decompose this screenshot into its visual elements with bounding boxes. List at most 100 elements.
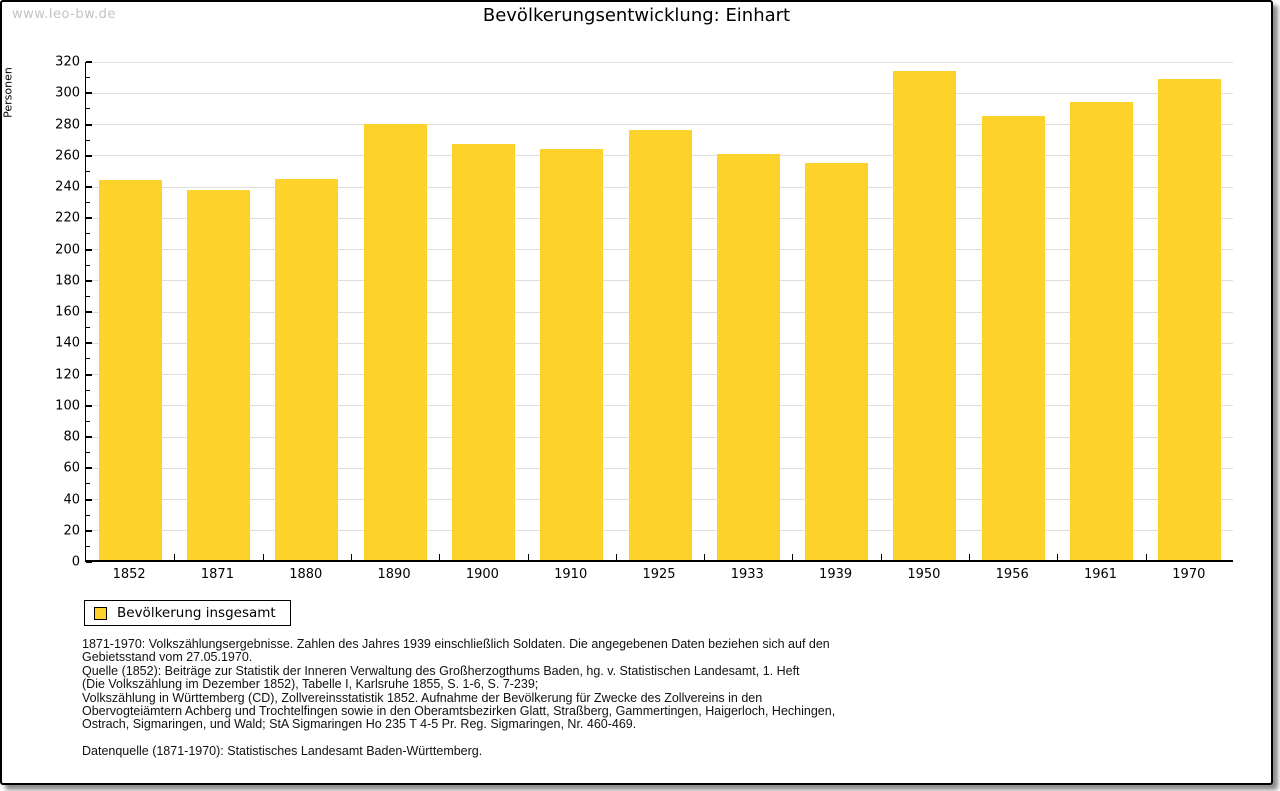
x-tick-label-1852: 1852	[112, 567, 146, 582]
x-axis-tick	[527, 554, 529, 560]
bar-1880	[275, 178, 339, 560]
bar-1925	[628, 130, 692, 560]
footer-note-line: Volkszählung in Württemberg (CD), Zollve…	[82, 690, 763, 705]
y-axis-tick	[86, 467, 92, 470]
y-axis-tick	[86, 279, 92, 282]
y-tick-label: 320	[55, 54, 80, 70]
plot-area: 0 20 40 60 80 100 120 140 160 180 200 220 240 260 280 3…	[55, 55, 1233, 570]
y-tick-label: 0	[71, 554, 80, 570]
y-tick-label: 120	[55, 367, 80, 382]
x-tick-label-1890: 1890	[377, 567, 411, 582]
y-axis-tick	[86, 217, 92, 220]
y-axis-minor-tick	[86, 170, 90, 172]
y-tick-label: 280	[55, 117, 80, 132]
y-axis-minor-tick	[86, 514, 90, 516]
site-watermark: www.leo-bw.de	[12, 7, 116, 22]
y-tick-label: 20	[63, 523, 80, 539]
y-tick-label: 180	[55, 273, 80, 289]
bar-1871	[186, 189, 250, 560]
y-tick-label: 200	[55, 242, 80, 257]
y-axis-tick	[86, 186, 92, 188]
y-axis-title: Personen	[1, 67, 15, 118]
x-axis-tick	[615, 554, 617, 560]
legend-label: Bevölkerung insgesamt	[117, 605, 276, 621]
gridline	[86, 92, 1233, 94]
legend-swatch	[94, 606, 107, 620]
y-axis-tick	[86, 342, 92, 345]
footer-note-line: Gebietsstand vom 27.05.1970.	[82, 650, 253, 665]
y-axis-minor-tick	[86, 77, 90, 79]
y-axis-minor-tick	[86, 420, 90, 422]
x-tick-label-1925: 1925	[642, 567, 676, 582]
y-tick-label: 220	[55, 210, 80, 226]
x-axis-tick	[1057, 554, 1059, 560]
gridline	[86, 61, 1233, 63]
x-axis-tick	[969, 554, 971, 560]
bar-1950	[893, 70, 957, 560]
y-axis-minor-tick	[86, 358, 90, 360]
y-axis-minor-tick	[86, 295, 90, 297]
x-tick-label-1880: 1880	[289, 567, 323, 582]
footer-note-line: Ostrach, Sigmaringen, und Wald; StA Sigm…	[82, 717, 637, 732]
x-tick-label-1956: 1956	[995, 567, 1029, 582]
bar-1933	[716, 153, 780, 560]
bar-1961	[1070, 102, 1134, 560]
y-axis-tick	[86, 436, 92, 438]
y-axis-minor-tick	[86, 264, 90, 266]
y-tick-label: 300	[55, 85, 80, 101]
y-axis-minor-tick	[86, 202, 90, 204]
y-axis-minor-tick	[86, 545, 90, 547]
y-axis-minor-tick	[86, 389, 90, 391]
bar-1956	[981, 116, 1045, 560]
y-axis-tick	[86, 498, 92, 501]
y-axis-tick	[86, 529, 92, 532]
y-tick-label: 80	[63, 429, 80, 445]
y-tick-label: 40	[63, 492, 80, 507]
bar-1939	[805, 163, 869, 560]
x-axis-tick	[350, 554, 352, 560]
x-axis-tick	[174, 554, 176, 560]
x-tick-label-1939: 1939	[819, 567, 853, 582]
gridline	[86, 124, 1233, 125]
y-axis-tick	[86, 311, 92, 313]
footer-note-line: Quelle (1852): Beiträge zur Statistik de…	[82, 663, 800, 678]
y-axis-minor-tick	[86, 483, 90, 485]
bar-1910	[540, 149, 604, 560]
chart-title: Bevölkerungsentwicklung: Einhart	[482, 5, 791, 26]
footer-source-line: Datenquelle (1871-1970): Statistisches L…	[82, 743, 483, 758]
y-axis-tick	[86, 561, 92, 563]
y-axis-tick	[86, 61, 92, 63]
bar-1900	[451, 144, 515, 560]
x-tick-label-1900: 1900	[465, 567, 499, 582]
y-axis-minor-tick	[86, 139, 90, 141]
y-axis-minor-tick	[86, 108, 90, 110]
y-axis-minor-tick	[86, 233, 90, 235]
y-axis-tick	[86, 154, 92, 157]
y-tick-label: 60	[63, 460, 80, 476]
x-axis-tick	[704, 554, 706, 560]
x-axis-tick	[1145, 554, 1147, 560]
x-tick-label-1961: 1961	[1083, 567, 1118, 582]
y-axis-minor-tick	[86, 452, 90, 454]
x-axis-tick	[880, 554, 882, 560]
y-axis-tick	[86, 404, 92, 407]
y-axis-tick	[86, 92, 92, 95]
y-axis-minor-tick	[86, 327, 90, 329]
y-tick-label: 260	[55, 148, 80, 164]
footer-note-line: 1871-1970: Volkszählungsergebnisse. Zahl…	[82, 637, 830, 651]
footer-note-line: Obervogteiämtern Achberg und Trochtelfin…	[82, 704, 836, 719]
x-axis-tick	[792, 554, 794, 560]
x-axis-tick	[439, 554, 441, 560]
bar-1852	[98, 180, 162, 560]
bar-1890	[363, 124, 427, 560]
x-axis-tick	[262, 554, 264, 560]
y-axis-tick	[86, 373, 92, 376]
y-axis-tick	[86, 123, 92, 126]
x-tick-label-1970: 1970	[1172, 567, 1206, 582]
y-tick-label: 100	[55, 398, 80, 414]
bar-1970	[1158, 78, 1222, 560]
y-tick-label: 160	[55, 304, 80, 320]
footer-notes: 1871-1970: Volkszählungsergebnisse. Zahl…	[82, 637, 1202, 758]
y-tick-label: 240	[55, 179, 80, 195]
